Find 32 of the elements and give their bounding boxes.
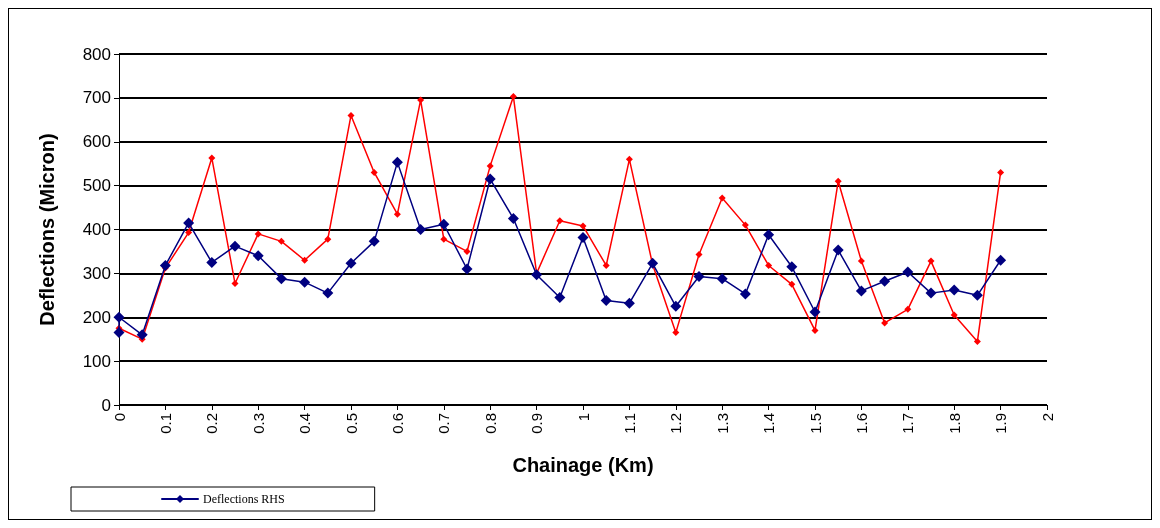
x-tick-label: 0.8: [481, 413, 499, 434]
y-tick-label: 800: [82, 44, 111, 64]
y-tick-label: 200: [82, 307, 111, 327]
y-tick-label: 400: [82, 220, 111, 239]
x-tick-label: 1.5: [806, 413, 824, 434]
x-tick-label: 1.8: [945, 413, 963, 434]
x-tick-label: 1.9: [992, 413, 1010, 434]
x-tick-label: 0.1: [156, 413, 174, 434]
y-tick-label: 300: [82, 263, 111, 283]
y-axis-title: Deflections (Micron): [36, 133, 58, 326]
x-tick-label: 0.6: [388, 413, 406, 434]
x-tick-label: 1.7: [899, 413, 917, 434]
y-tick-label: 100: [82, 351, 111, 371]
x-tick-label: 1.3: [713, 413, 731, 434]
x-tick-label: 0.3: [249, 413, 267, 434]
x-tick-label: 0.9: [528, 413, 546, 434]
x-tick-label: 0.5: [342, 413, 360, 434]
x-tick-label: 1.4: [760, 413, 778, 434]
x-tick-label: 0: [110, 413, 128, 422]
legend-label: Deflections RHS: [203, 492, 285, 506]
y-tick-label: 500: [82, 176, 111, 196]
y-tick-label: 600: [82, 132, 111, 152]
x-tick-label: 0.2: [203, 413, 221, 434]
x-tick-label: 1.2: [667, 413, 685, 434]
x-tick-label: 1.1: [620, 413, 638, 434]
x-tick-label: 0.4: [296, 413, 314, 434]
x-tick-label: 1.6: [852, 413, 870, 434]
y-tick-label: 700: [82, 88, 111, 108]
x-tick-label: 2: [1038, 413, 1056, 422]
x-tick-label: 1: [574, 413, 592, 422]
x-tick-label: 0.7: [435, 413, 453, 434]
x-axis-title: Chainage (Km): [512, 454, 654, 476]
